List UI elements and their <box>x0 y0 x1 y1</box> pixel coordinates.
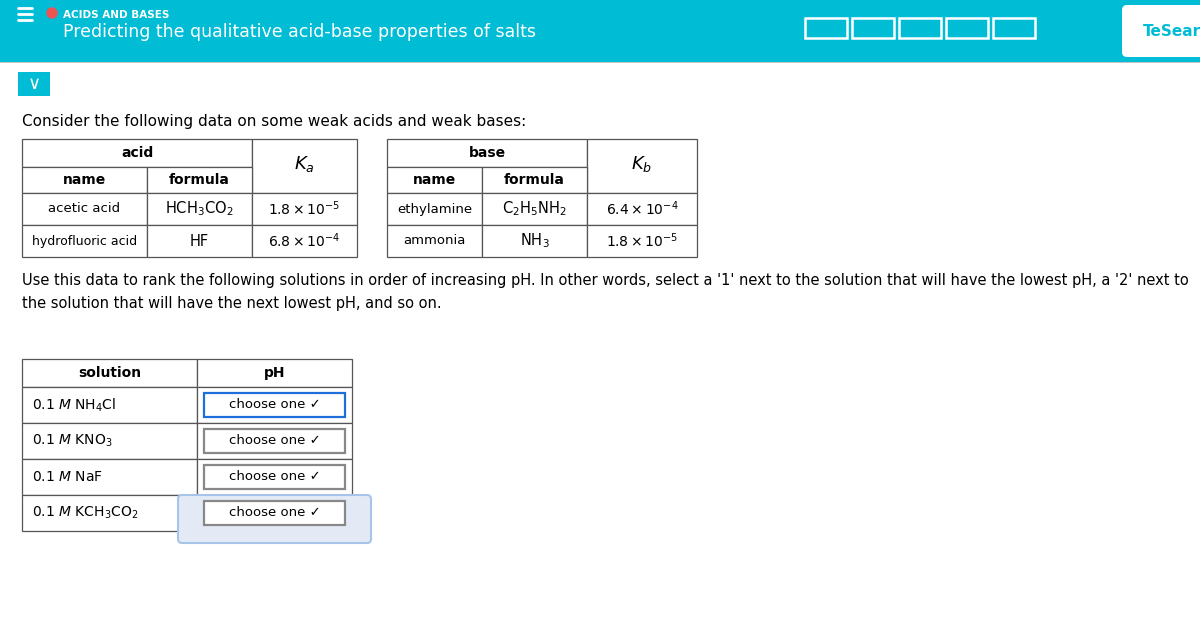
Bar <box>18 72 50 96</box>
Bar <box>587 139 697 193</box>
Text: 0.1 $M$ NaF: 0.1 $M$ NaF <box>32 470 103 484</box>
Text: ACIDS AND BASES: ACIDS AND BASES <box>64 10 169 20</box>
Bar <box>482 225 587 257</box>
Text: formula: formula <box>169 173 230 187</box>
Text: $\mathrm{HCH_3CO_2}$: $\mathrm{HCH_3CO_2}$ <box>166 199 234 218</box>
Bar <box>22 495 197 531</box>
Bar <box>252 139 358 193</box>
Bar <box>22 139 252 167</box>
Text: solution: solution <box>78 366 142 380</box>
Text: TeSear: TeSear <box>1142 23 1200 38</box>
Bar <box>587 225 697 257</box>
Bar <box>197 495 352 531</box>
Text: formula: formula <box>504 173 565 187</box>
Bar <box>482 193 587 225</box>
Bar <box>0 0 1200 62</box>
Bar <box>148 225 252 257</box>
Bar <box>204 429 346 453</box>
Bar <box>386 225 482 257</box>
Text: hydrofluoric acid: hydrofluoric acid <box>32 235 137 247</box>
Text: $1.8\times10^{-5}$: $1.8\times10^{-5}$ <box>606 231 678 250</box>
Text: ammonia: ammonia <box>403 235 466 247</box>
Text: choose one ✓: choose one ✓ <box>229 399 320 411</box>
Text: choose one ✓: choose one ✓ <box>229 506 320 520</box>
Text: choose one ✓: choose one ✓ <box>229 470 320 484</box>
Bar <box>197 423 352 459</box>
Text: $1.8\times10^{-5}$: $1.8\times10^{-5}$ <box>269 199 341 218</box>
Bar <box>197 387 352 423</box>
Bar <box>386 139 587 167</box>
Bar <box>22 459 197 495</box>
Bar <box>386 193 482 225</box>
Text: acetic acid: acetic acid <box>48 203 120 216</box>
Circle shape <box>47 8 58 18</box>
Text: Predicting the qualitative acid-base properties of salts: Predicting the qualitative acid-base pro… <box>64 23 536 41</box>
Bar <box>197 459 352 495</box>
Bar <box>204 465 346 489</box>
Bar <box>22 193 148 225</box>
Bar <box>587 193 697 225</box>
Text: acid: acid <box>121 146 154 160</box>
Text: ?: ? <box>314 509 325 529</box>
Text: ×: × <box>221 509 239 529</box>
Text: $\mathrm{C_2H_5NH_2}$: $\mathrm{C_2H_5NH_2}$ <box>502 199 566 218</box>
Bar <box>252 225 358 257</box>
Text: $K_b$: $K_b$ <box>631 154 653 174</box>
Text: $6.4\times10^{-4}$: $6.4\times10^{-4}$ <box>606 199 678 218</box>
Text: 0.1 $M$ KCH$_3$CO$_2$: 0.1 $M$ KCH$_3$CO$_2$ <box>32 505 139 521</box>
Text: Use this data to rank the following solutions in order of increasing pH. In othe: Use this data to rank the following solu… <box>22 273 1189 311</box>
Bar <box>148 193 252 225</box>
FancyBboxPatch shape <box>178 495 371 543</box>
Text: 0.1 $M$ KNO$_3$: 0.1 $M$ KNO$_3$ <box>32 433 113 449</box>
Text: ↺: ↺ <box>265 509 283 529</box>
Text: 0.1 $M$ NH$_4$Cl: 0.1 $M$ NH$_4$Cl <box>32 396 116 414</box>
Text: name: name <box>62 173 106 187</box>
Bar <box>386 167 482 193</box>
Bar <box>22 359 197 387</box>
FancyBboxPatch shape <box>1122 5 1200 57</box>
Bar <box>899 18 941 38</box>
Bar <box>22 167 148 193</box>
Bar <box>148 167 252 193</box>
Bar <box>197 359 352 387</box>
Text: HF: HF <box>190 233 209 248</box>
Bar <box>805 18 847 38</box>
Bar <box>22 423 197 459</box>
Text: Consider the following data on some weak acids and weak bases:: Consider the following data on some weak… <box>22 114 527 129</box>
Bar <box>946 18 988 38</box>
Bar <box>482 167 587 193</box>
Text: ethylamine: ethylamine <box>397 203 472 216</box>
Text: pH: pH <box>264 366 286 380</box>
Bar <box>204 501 346 525</box>
Text: $6.8\times10^{-4}$: $6.8\times10^{-4}$ <box>269 231 341 250</box>
Bar <box>252 193 358 225</box>
Bar <box>852 18 894 38</box>
Text: name: name <box>413 173 456 187</box>
Bar <box>22 225 148 257</box>
Bar <box>22 387 197 423</box>
Bar <box>204 393 346 417</box>
Text: base: base <box>468 146 505 160</box>
Bar <box>994 18 1034 38</box>
Text: $\mathrm{NH_3}$: $\mathrm{NH_3}$ <box>520 231 550 250</box>
Text: choose one ✓: choose one ✓ <box>229 435 320 447</box>
Text: $K_a$: $K_a$ <box>294 154 314 174</box>
Text: ∨: ∨ <box>28 75 41 93</box>
